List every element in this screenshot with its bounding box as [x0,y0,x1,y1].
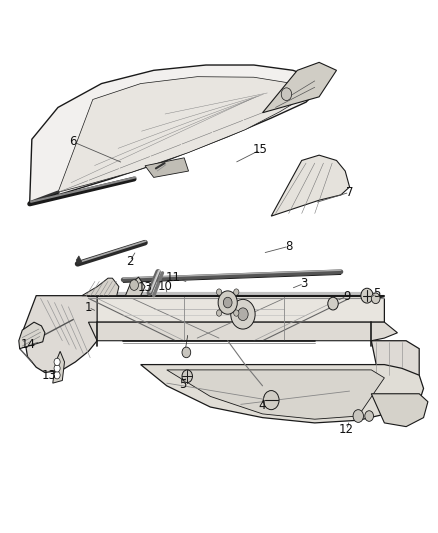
Polygon shape [125,277,145,296]
Text: 11: 11 [166,271,181,284]
Polygon shape [76,256,82,264]
Circle shape [371,293,380,304]
Polygon shape [88,296,385,322]
Polygon shape [271,155,350,216]
Circle shape [54,358,60,366]
Circle shape [263,391,279,410]
Text: 2: 2 [126,255,134,268]
Circle shape [361,288,373,303]
Text: 9: 9 [343,290,350,303]
Circle shape [216,289,222,295]
Circle shape [281,88,292,101]
Circle shape [353,410,364,422]
Polygon shape [19,322,45,349]
Text: 8: 8 [285,240,292,253]
Polygon shape [141,365,424,423]
Text: 1: 1 [85,301,92,314]
Circle shape [216,310,222,316]
Polygon shape [88,322,397,341]
Text: 5: 5 [373,287,380,300]
Circle shape [231,300,255,329]
Polygon shape [262,62,336,113]
Polygon shape [53,351,64,383]
Circle shape [234,310,239,316]
Text: 14: 14 [21,338,36,351]
Circle shape [54,365,60,372]
Polygon shape [82,278,119,296]
Polygon shape [145,158,188,177]
Polygon shape [371,341,419,391]
Polygon shape [58,77,306,192]
Circle shape [238,308,248,320]
Text: 15: 15 [253,143,268,156]
Circle shape [365,411,374,421]
Text: 7: 7 [346,186,353,199]
Circle shape [130,280,138,290]
Circle shape [54,372,60,379]
Circle shape [182,347,191,358]
Polygon shape [23,296,97,373]
Circle shape [328,297,338,310]
Circle shape [218,291,237,314]
Text: 4: 4 [258,399,265,412]
Text: 12: 12 [339,423,354,437]
Text: 6: 6 [70,135,77,148]
Polygon shape [30,65,319,203]
Circle shape [223,297,232,308]
Circle shape [182,370,192,383]
Text: 10: 10 [158,280,173,293]
Polygon shape [167,370,385,419]
Polygon shape [371,394,428,426]
Text: 13: 13 [42,369,57,382]
Text: 5: 5 [180,378,187,391]
Text: 3: 3 [300,277,307,290]
Text: 13: 13 [138,281,152,294]
Circle shape [234,289,239,295]
